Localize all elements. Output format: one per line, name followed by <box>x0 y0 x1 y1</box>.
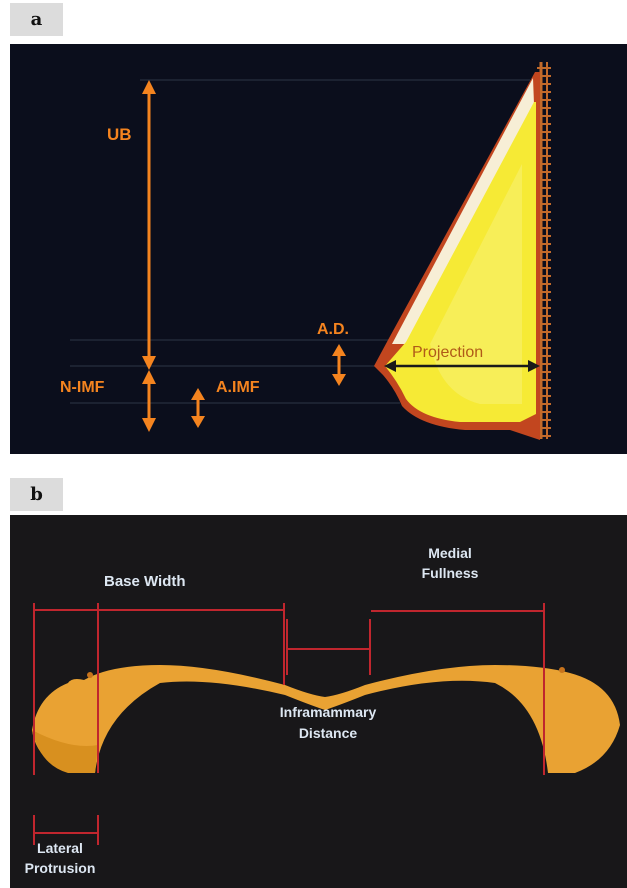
lateral-protrusion-label-line1: Lateral <box>37 840 83 856</box>
n-imf-label: N-IMF <box>60 379 105 396</box>
projection-arrow <box>384 360 540 372</box>
medial-fullness-label-line2: Fullness <box>422 565 479 581</box>
ub-label: UB <box>107 125 132 144</box>
a-imf-arrow <box>191 388 205 428</box>
n-imf-arrow <box>142 370 156 432</box>
measurement-lines <box>33 603 545 845</box>
panel-b-tag: b <box>10 478 63 511</box>
a-imf-label: A.IMF <box>216 379 260 396</box>
breast-profile-shape <box>374 72 540 440</box>
figure-b-chest-cross-section: Base Width Medial Fullness Inframammary … <box>10 515 627 888</box>
a-d-arrow <box>332 344 346 386</box>
inframammary-label-line2: Distance <box>299 725 358 741</box>
lateral-protrusion-label-line2: Protrusion <box>25 860 96 876</box>
panel-a-tag: a <box>10 3 63 36</box>
base-width-label: Base Width <box>104 573 186 590</box>
a-d-label: A.D. <box>317 321 349 338</box>
ub-arrow <box>142 80 156 370</box>
figure-a-breast-profile: UB N-IMF A.IMF A.D. Projection <box>10 44 627 454</box>
inframammary-label-line1: Inframammary <box>280 704 377 720</box>
medial-fullness-label-line1: Medial <box>428 545 472 561</box>
projection-label: Projection <box>412 344 483 361</box>
